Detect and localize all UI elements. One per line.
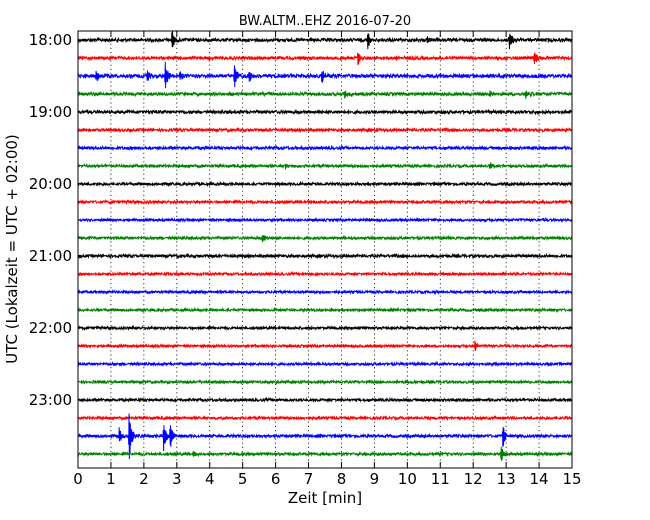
trace-2200 bbox=[77, 324, 573, 332]
trace-2315 bbox=[77, 414, 573, 422]
vertical-grid bbox=[110, 31, 540, 468]
trace-2230 bbox=[77, 360, 573, 368]
y-tick-label: 21:00 bbox=[29, 247, 72, 265]
x-tick-label: 8 bbox=[337, 470, 347, 488]
trace-1815 bbox=[77, 52, 573, 66]
x-tick-label: 0 bbox=[73, 470, 83, 488]
x-tick-label: 15 bbox=[562, 470, 581, 488]
trace-1845 bbox=[77, 90, 573, 99]
y-axis-label: UTC (Lokalzeit = UTC + 02:00) bbox=[3, 134, 21, 364]
trace-group bbox=[77, 31, 573, 461]
trace-1800 bbox=[77, 31, 573, 50]
trace-1945 bbox=[77, 162, 573, 170]
trace-1930 bbox=[77, 144, 573, 152]
x-tick-label: 9 bbox=[370, 470, 380, 488]
y-tick-labels: 18:00 19:00 20:00 21:00 22:00 23:00 bbox=[29, 31, 72, 409]
trace-2115 bbox=[77, 270, 573, 278]
trace-2130 bbox=[77, 288, 573, 296]
trace-2245 bbox=[77, 378, 573, 386]
trace-2215 bbox=[77, 340, 573, 351]
x-tick-label: 5 bbox=[238, 470, 248, 488]
trace-2330 bbox=[77, 413, 573, 460]
x-tick-label: 6 bbox=[271, 470, 281, 488]
y-tick-label: 19:00 bbox=[29, 103, 72, 121]
trace-2145 bbox=[77, 306, 573, 314]
trace-2015 bbox=[77, 198, 573, 206]
trace-1915 bbox=[77, 126, 573, 134]
trace-2000 bbox=[77, 180, 573, 188]
trace-1830 bbox=[77, 61, 573, 89]
trace-1900 bbox=[77, 108, 573, 116]
x-tick-label: 14 bbox=[530, 470, 549, 488]
x-tick-label: 4 bbox=[205, 470, 215, 488]
y-tick-label: 23:00 bbox=[29, 391, 72, 409]
trace-2300 bbox=[77, 396, 573, 404]
x-axis-label: Zeit [min] bbox=[288, 489, 362, 507]
x-tick-labels: 0 1 2 3 4 5 6 7 8 9 10 11 12 13 14 15 bbox=[73, 470, 581, 488]
x-tick-label: 3 bbox=[172, 470, 182, 488]
x-tick-label: 2 bbox=[139, 470, 149, 488]
y-tick-label: 22:00 bbox=[29, 319, 72, 337]
trace-2345 bbox=[77, 446, 573, 461]
trace-2030 bbox=[77, 216, 573, 224]
axis-ticks bbox=[77, 31, 573, 468]
x-tick-label: 11 bbox=[431, 470, 450, 488]
x-tick-label: 13 bbox=[497, 470, 516, 488]
x-tick-label: 1 bbox=[106, 470, 116, 488]
x-tick-label: 7 bbox=[304, 470, 314, 488]
trace-2100 bbox=[77, 252, 573, 260]
chart-title: BW.ALTM..EHZ 2016-07-20 bbox=[239, 14, 411, 29]
y-tick-label: 18:00 bbox=[29, 31, 72, 49]
x-tick-label: 10 bbox=[398, 470, 417, 488]
y-tick-label: 20:00 bbox=[29, 175, 72, 193]
trace-2045 bbox=[77, 234, 573, 243]
plot-frame bbox=[77, 30, 573, 469]
x-tick-label: 12 bbox=[464, 470, 483, 488]
